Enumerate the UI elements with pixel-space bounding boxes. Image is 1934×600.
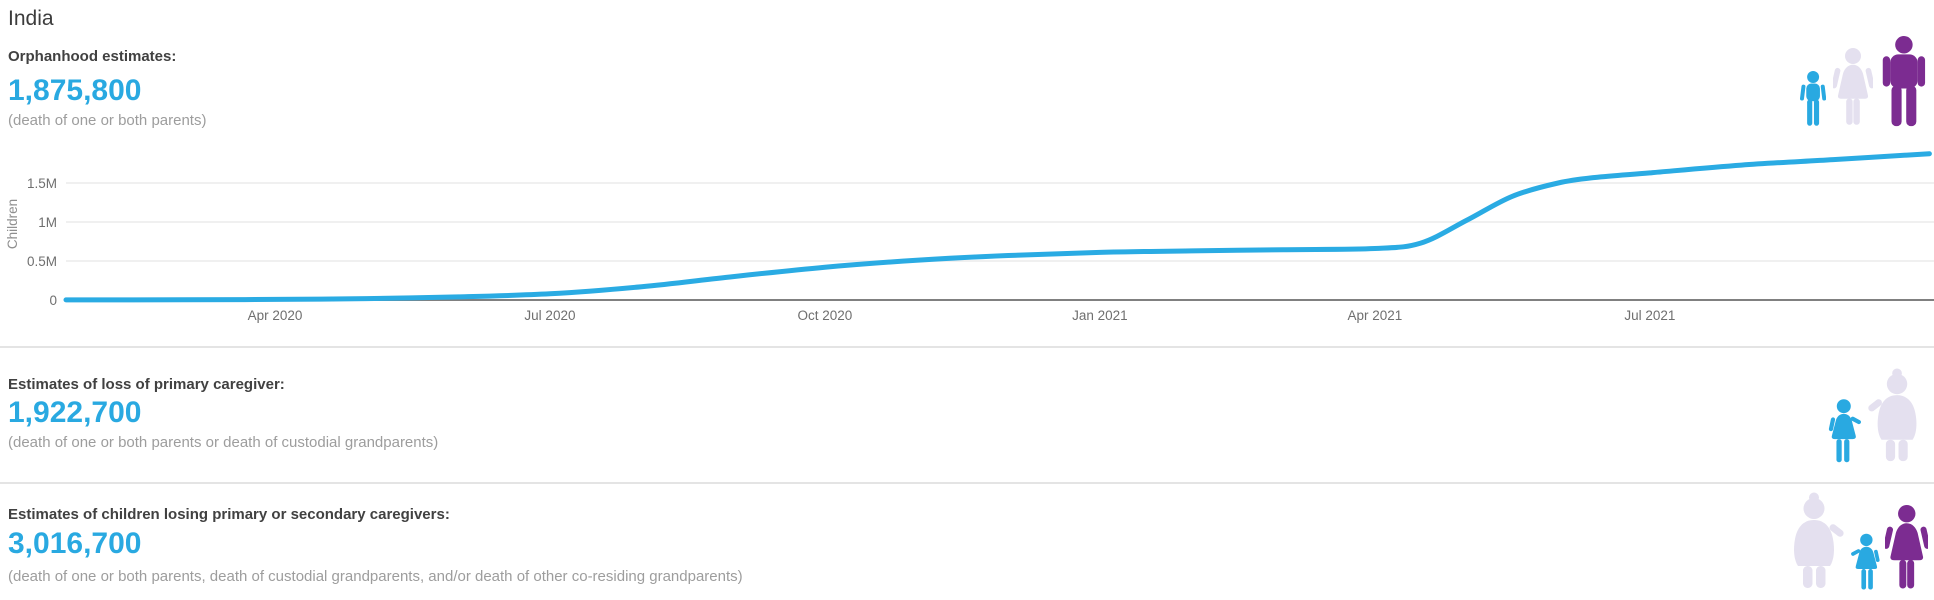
orphanhood-trend-line <box>63 151 1932 303</box>
y-tick-label: 0.5M <box>27 254 57 269</box>
orphanhood-description: (death of one or both parents) <box>8 112 207 129</box>
adult-woman-icon <box>1884 505 1928 589</box>
section-divider <box>0 346 1934 348</box>
y-axis-title: Children <box>5 199 20 249</box>
orphanhood-label: Orphanhood estimates: <box>8 48 177 65</box>
x-tick-label: Jan 2021 <box>1072 308 1128 323</box>
grandparent-icon <box>1868 368 1917 462</box>
secondary-caregiver-description: (death of one or both parents, death of … <box>8 568 743 585</box>
orphanhood-value: 1,875,800 <box>8 74 142 107</box>
orphanhood-chart[interactable]: 0 0.5M 1M 1.5M Apr 2020 Jul 2020 Oct 2020 Jan 2… <box>0 140 1934 326</box>
orphanhood-chart-svg: 0 0.5M 1M 1.5M Apr 2020 Jul 2020 Oct 2020 Jan 2… <box>5 151 1934 323</box>
primary-caregiver-icon-group <box>1827 368 1928 465</box>
primary-caregiver-description: (death of one or both parents or death o… <box>8 434 439 451</box>
x-tick-label: Apr 2021 <box>1347 308 1402 323</box>
adult-man-icon <box>1882 36 1926 127</box>
primary-caregiver-value: 1,922,700 <box>8 396 142 429</box>
y-tick-label: 1M <box>38 215 57 230</box>
y-tick-label: 1.5M <box>27 176 57 191</box>
adult-woman-icon <box>1833 48 1874 125</box>
primary-caregiver-label: Estimates of loss of primary caregiver: <box>8 376 285 393</box>
child-holding-hand-icon <box>1851 533 1880 590</box>
y-tick-label: 0 <box>49 293 57 308</box>
secondary-caregiver-icon-group <box>1782 492 1928 592</box>
grandparent-icon <box>1794 492 1844 588</box>
secondary-caregiver-label: Estimates of children losing primary or … <box>8 506 450 523</box>
section-divider <box>0 482 1934 484</box>
x-tick-label: Jul 2020 <box>524 308 575 323</box>
child-icon <box>1799 71 1827 126</box>
x-tick-label: Jul 2021 <box>1624 308 1675 323</box>
orphanhood-icon-group <box>1799 36 1928 128</box>
page-title: India <box>8 7 54 30</box>
x-tick-label: Oct 2020 <box>798 308 853 323</box>
secondary-caregiver-value: 3,016,700 <box>8 527 142 560</box>
child-holding-hand-icon <box>1828 399 1861 463</box>
x-tick-label: Apr 2020 <box>248 308 303 323</box>
